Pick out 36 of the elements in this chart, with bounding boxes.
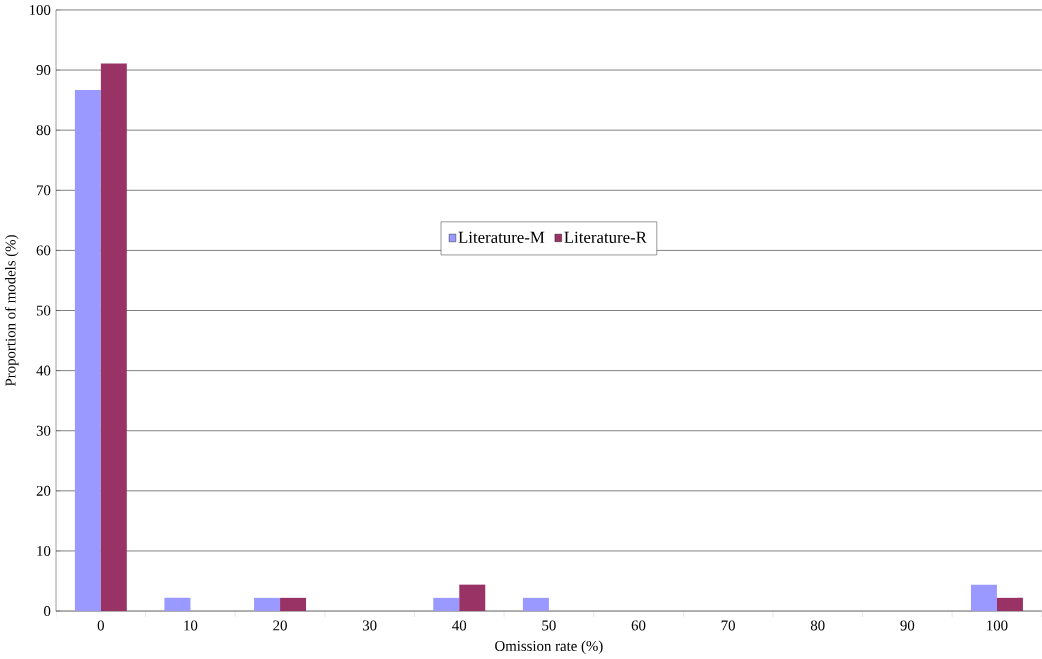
bar — [74, 89, 101, 612]
bar — [522, 597, 549, 612]
y-tick-label: 40 — [36, 365, 51, 376]
x-tick-label: 20 — [273, 620, 287, 631]
bar — [970, 584, 997, 612]
x-tick-label: 60 — [631, 620, 646, 631]
y-tick-label: 60 — [36, 245, 51, 256]
x-tick-label: 90 — [900, 620, 915, 631]
y-tick-label: 50 — [36, 305, 51, 316]
x-axis-title: Omission rate (%) — [495, 640, 603, 655]
y-tick-label: 100 — [29, 4, 51, 15]
legend-label: Literature-R — [564, 231, 647, 244]
bar — [433, 597, 460, 612]
legend-label: Literature-M — [458, 231, 545, 244]
bar — [996, 597, 1023, 612]
bar — [280, 597, 307, 612]
bar — [100, 63, 127, 612]
bar — [164, 597, 191, 612]
y-tick-label: 0 — [44, 606, 51, 617]
y-tick-label: 90 — [36, 65, 51, 76]
x-tick-label: 50 — [542, 620, 556, 631]
x-tick-label: 40 — [452, 620, 467, 631]
bar — [254, 597, 281, 612]
y-tick-label: 30 — [36, 425, 51, 436]
y-tick-label: 10 — [37, 546, 51, 556]
x-tick-label: 80 — [810, 620, 825, 631]
bar — [459, 584, 486, 612]
y-tick-label: 80 — [36, 125, 51, 136]
x-tick-label: 0 — [97, 620, 104, 631]
x-tick-label: 30 — [362, 620, 377, 631]
y-tick-label: 70 — [37, 185, 51, 196]
y-tick-label: 20 — [36, 485, 51, 496]
x-tick-label: 100 — [987, 620, 1008, 631]
y-axis-title: Proportion of models (%) — [4, 235, 19, 387]
x-tick-label: 70 — [721, 620, 735, 631]
x-tick-label: 10 — [184, 620, 198, 631]
